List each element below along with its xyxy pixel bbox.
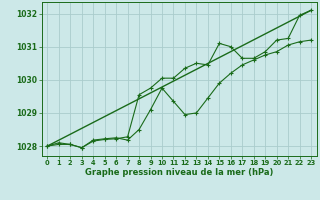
X-axis label: Graphe pression niveau de la mer (hPa): Graphe pression niveau de la mer (hPa) (85, 168, 273, 177)
